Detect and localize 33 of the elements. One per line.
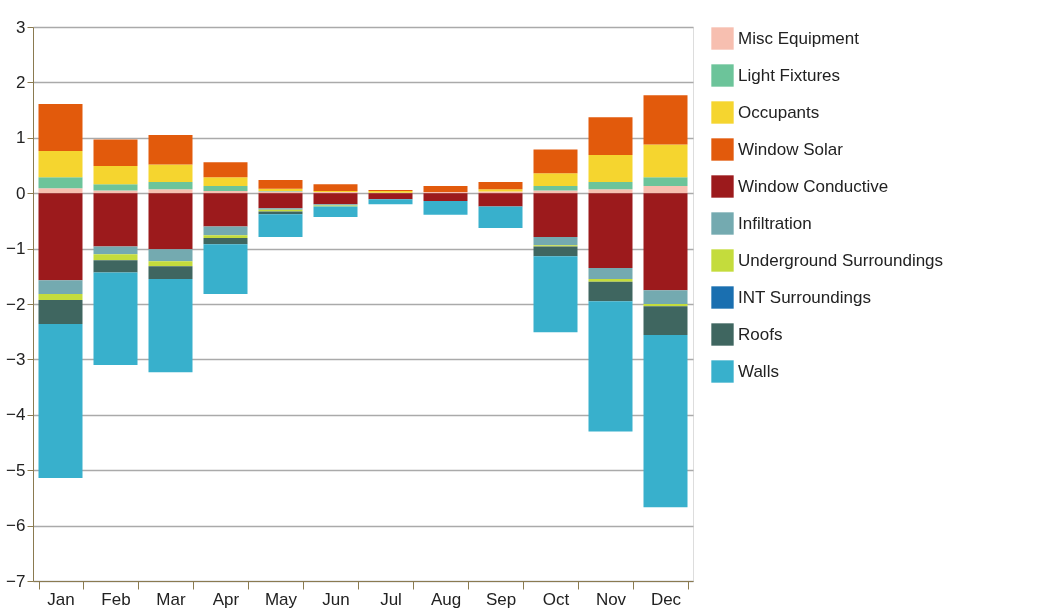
y-tick-label: 3 (16, 17, 26, 37)
x-tick-label: Mar (156, 589, 186, 608)
legend-label: Underground Surroundings (738, 250, 944, 270)
legend-label: INT Surroundings (738, 287, 871, 307)
x-tick-label: Sep (485, 589, 517, 608)
y-tick-label: 2 (16, 72, 26, 92)
x-tick-label: Feb (101, 589, 131, 608)
y-tick-label: 0 (16, 183, 26, 203)
legend-label: Walls (738, 361, 779, 381)
legend-label: Misc Equipment (738, 28, 860, 48)
x-tick-label: Jul (380, 589, 402, 608)
x-tick-label: Aug (430, 589, 462, 608)
y-tick-label: −3 (6, 349, 26, 369)
legend-label: Light Fixtures (738, 65, 841, 85)
legend-label: Infiltration (738, 213, 812, 233)
y-tick-label: −5 (6, 460, 26, 480)
y-tick-label: −7 (6, 571, 26, 591)
x-tick-label: Nov (595, 589, 627, 608)
y-tick-label: −6 (6, 516, 26, 536)
y-tick-label: −1 (6, 239, 26, 259)
x-tick-label: Jan (47, 589, 75, 608)
y-tick-label: 1 (16, 128, 26, 148)
x-tick-label: Oct (542, 589, 570, 608)
x-tick-label: Jun (322, 589, 350, 608)
legend-label: Roofs (738, 324, 783, 344)
x-tick-label: May (264, 589, 298, 608)
x-tick-label: Apr (212, 589, 240, 608)
y-tick-label: −4 (6, 405, 26, 425)
legend-label: Window Solar (738, 139, 844, 159)
x-tick-label: Dec (650, 589, 682, 608)
legend-label: Window Conductive (738, 176, 889, 196)
y-tick-label: −2 (6, 294, 26, 314)
legend-label: Occupants (738, 102, 820, 122)
